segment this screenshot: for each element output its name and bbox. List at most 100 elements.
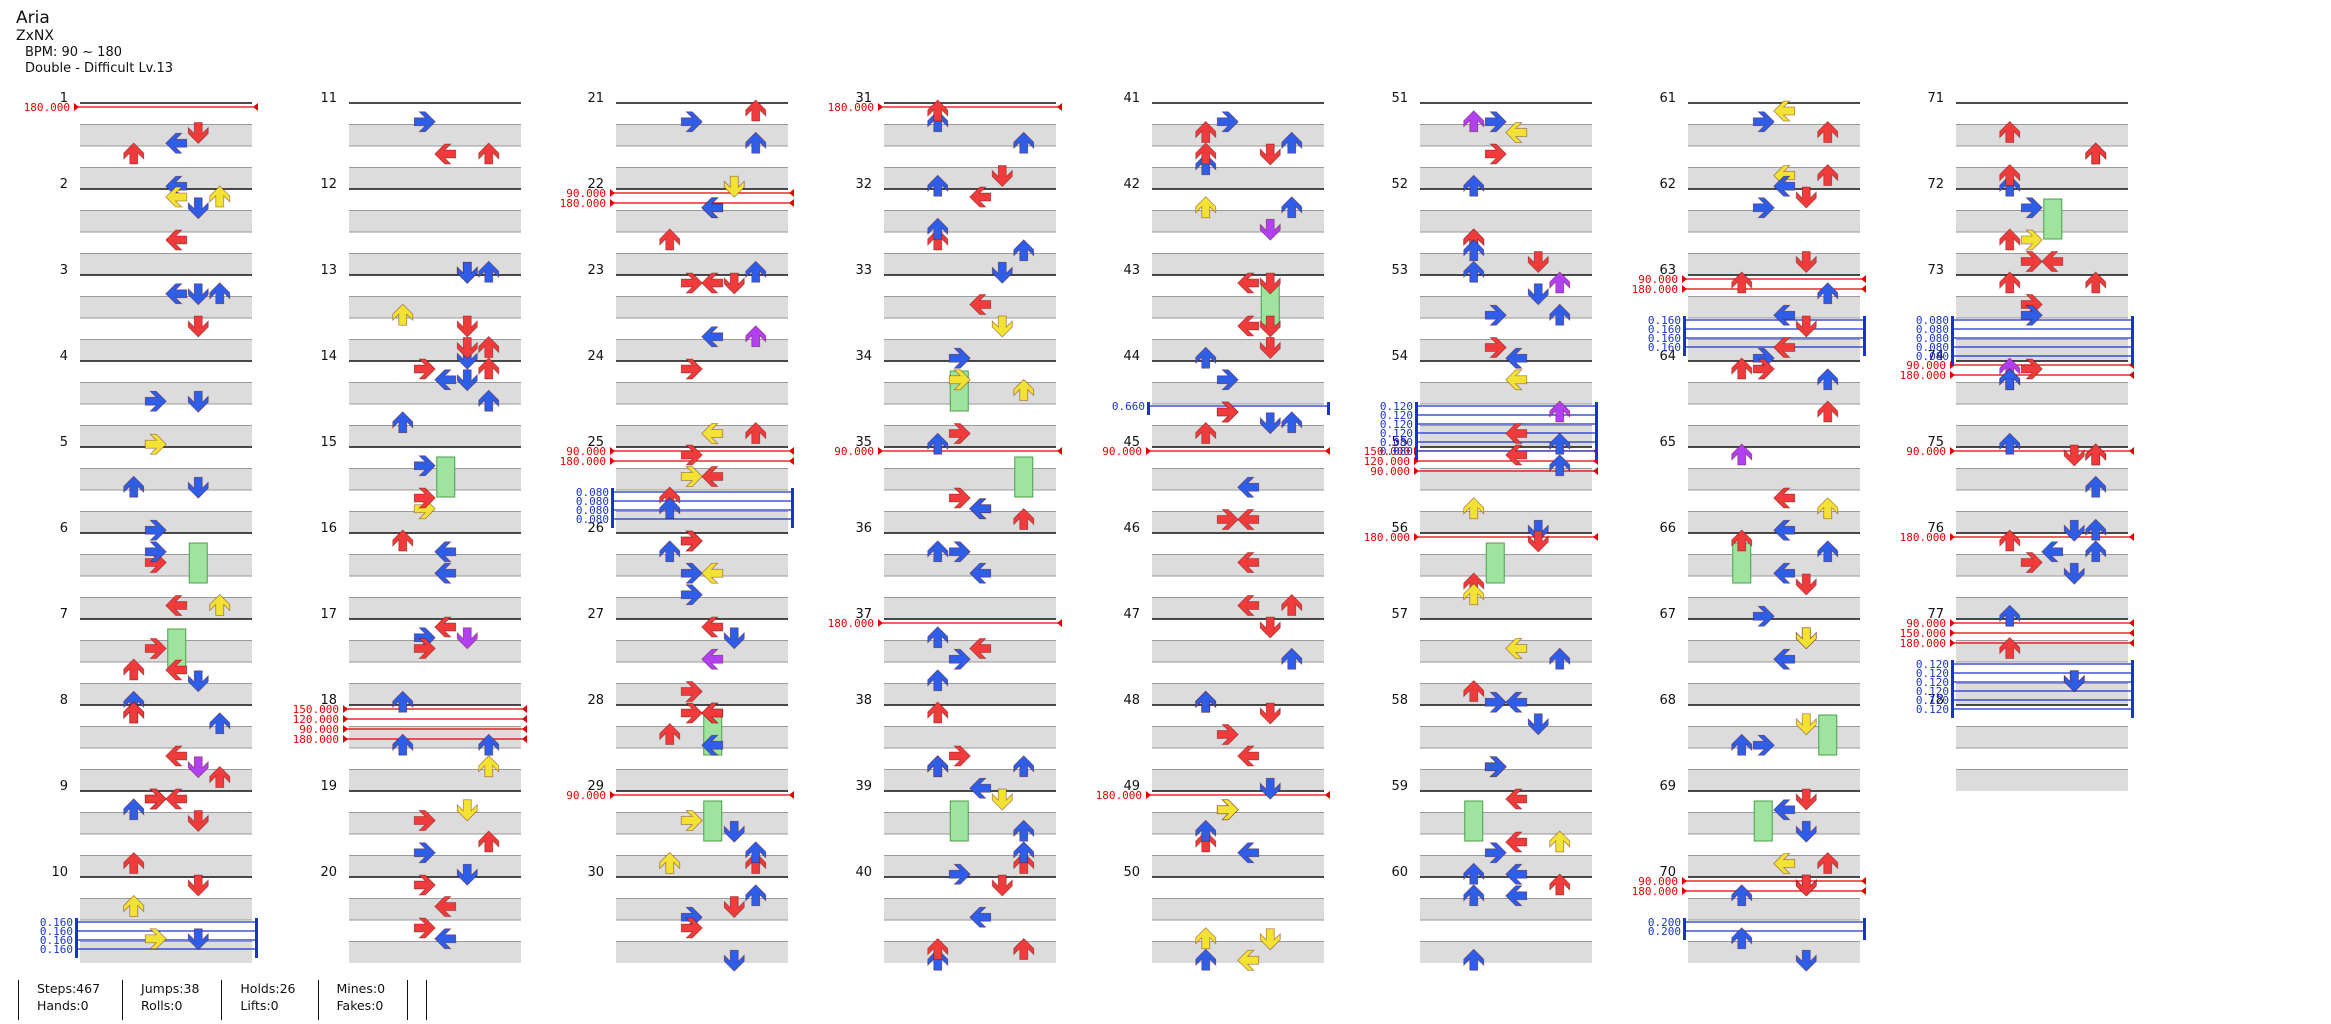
measure-72: 72	[1927, 177, 2128, 275]
bpm-label: 90.000	[1906, 359, 1946, 372]
arrow-note	[1505, 423, 1528, 444]
stop-label: 0.120	[1380, 409, 1413, 422]
arrow-note	[1484, 842, 1507, 864]
measure-75: 75	[1927, 435, 2128, 533]
arrow-note	[1549, 873, 1571, 896]
arrow-note	[2020, 552, 2043, 573]
measure-number: 44	[1123, 349, 1140, 364]
measure-58: 58	[1391, 693, 1592, 791]
arrow-note	[1505, 863, 1528, 885]
stop-label: 0.080	[1380, 436, 1413, 449]
arrow-note	[1999, 604, 2021, 627]
measure-number: 28	[587, 693, 604, 708]
arrow-note	[165, 595, 188, 616]
measure-number: 45	[1123, 435, 1140, 450]
measure-78: 78	[1927, 693, 2128, 791]
arrow-note	[969, 638, 992, 659]
arrow-note	[2063, 670, 2085, 693]
bpm-label: 180.000	[293, 733, 339, 746]
arrow-note	[2085, 142, 2107, 165]
arrow-note	[1999, 228, 2021, 251]
arrow-note	[1013, 507, 1035, 530]
measure-number: 27	[587, 607, 604, 622]
bpm-change: 180.000	[1364, 531, 1598, 544]
arrow-note	[948, 541, 971, 563]
arrow-note	[1013, 755, 1035, 778]
arrow-note	[680, 702, 703, 724]
measure-number: 35	[855, 435, 872, 450]
arrow-note	[2020, 304, 2043, 326]
arrow-note	[434, 369, 457, 391]
arrow-note	[701, 197, 724, 219]
arrow-note	[144, 788, 167, 810]
arrow-note	[1817, 497, 1839, 520]
arrow-note	[392, 733, 414, 756]
bpm-label: 120.000	[293, 713, 339, 726]
stats-group-holds: Holds:26 Lifts:0	[221, 980, 317, 1020]
arrow-note	[2063, 562, 2085, 585]
arrow-note	[2085, 475, 2107, 498]
arrow-note	[1463, 110, 1485, 133]
stop-label: 0.200	[1648, 916, 1681, 929]
arrow-note	[1013, 851, 1035, 874]
arrow-note	[2041, 541, 2064, 563]
measure-number: 51	[1391, 91, 1408, 106]
arrow-note	[413, 358, 436, 380]
measure-number: 3	[60, 263, 68, 278]
arrow-note	[1237, 595, 1260, 616]
measure-number: 10	[51, 865, 68, 880]
measure-3: 3	[60, 263, 252, 361]
measure-10: 10	[51, 865, 252, 963]
arrow-note	[144, 390, 167, 412]
measure-number: 40	[855, 865, 872, 880]
arrow-note	[1773, 487, 1796, 509]
measure-31: 31	[855, 91, 1056, 189]
arrow-note	[1216, 724, 1239, 745]
measure-number: 77	[1927, 607, 1944, 622]
bpm-label: 180.000	[1900, 531, 1946, 544]
arrow-note	[1817, 540, 1839, 563]
arrow-note	[392, 529, 414, 552]
measure-number: 37	[855, 607, 872, 622]
arrow-note	[745, 841, 767, 864]
arrow-note	[123, 798, 145, 821]
stop-label: 0.080	[1916, 314, 1949, 327]
measure-number: 2	[60, 177, 68, 192]
measure-number: 61	[1659, 91, 1676, 106]
arrow-note	[948, 487, 971, 509]
bpm-change: 150.000	[1900, 627, 2134, 640]
hold-note	[2043, 198, 2063, 240]
stop-label: 0.120	[1916, 667, 1949, 680]
bpm-label: 180.000	[828, 101, 874, 114]
arrow-note	[927, 110, 949, 133]
arrow-note	[187, 810, 209, 833]
arrow-note	[1505, 788, 1528, 810]
bpm-label: 90.000	[1102, 445, 1142, 458]
song-header: Aria ZxNX BPM: 90 ~ 180 Double - Difficu…	[16, 8, 173, 77]
arrow-note	[187, 315, 209, 338]
arrow-note	[1281, 196, 1303, 219]
stop-marker: 0.080	[576, 488, 794, 528]
arrow-note	[680, 358, 703, 380]
measure-24: 24	[587, 349, 788, 447]
arrow-note	[2063, 444, 2085, 467]
arrow-note	[1731, 927, 1753, 950]
arrow-note	[1463, 948, 1485, 971]
measure-69: 69	[1659, 779, 1860, 877]
measure-47: 47	[1123, 607, 1324, 705]
arrow-note	[478, 755, 500, 778]
bpm-label: 90.000	[834, 445, 874, 458]
arrow-note	[1731, 733, 1753, 756]
measure-40: 40	[855, 865, 1056, 963]
arrow-note	[927, 99, 949, 122]
arrow-note	[392, 411, 414, 434]
arrow-note	[1195, 120, 1217, 143]
measure-57: 57	[1391, 607, 1592, 705]
arrow-note	[144, 541, 167, 563]
arrow-note	[1505, 347, 1528, 369]
measure-number: 73	[1927, 263, 1944, 278]
stop-label: 0.160	[40, 925, 73, 938]
measure-number: 68	[1659, 693, 1676, 708]
measure-number: 63	[1659, 263, 1676, 278]
arrow-note	[1505, 831, 1528, 853]
